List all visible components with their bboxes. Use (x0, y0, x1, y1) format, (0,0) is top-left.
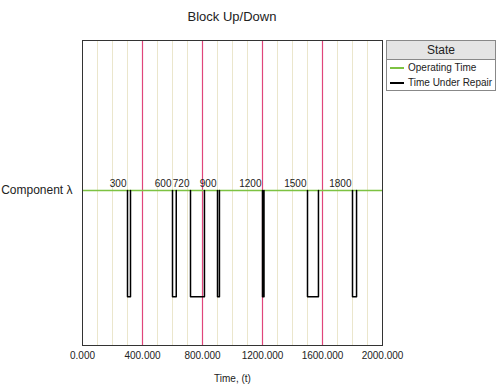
svg-text:400.000: 400.000 (124, 350, 161, 361)
svg-text:Component λ: Component λ (1, 183, 72, 197)
svg-text:0.000: 0.000 (70, 350, 95, 361)
html-text:State: State (427, 43, 455, 57)
svg-text:800.000: 800.000 (184, 350, 221, 361)
svg-text:900: 900 (200, 178, 217, 189)
svg-text:1500: 1500 (284, 178, 307, 189)
svg-text:1600.000: 1600.000 (302, 350, 344, 361)
svg-text:300: 300 (110, 178, 127, 189)
svg-text:1200: 1200 (239, 178, 262, 189)
svg-text:2000.000: 2000.000 (362, 350, 404, 361)
svg-text:1200.000: 1200.000 (242, 350, 284, 361)
html-text:Block Up/Down: Block Up/Down (187, 9, 277, 24)
svg-text:Time, (t): Time, (t) (214, 373, 251, 384)
html-text:Operating Time: Operating Time (408, 62, 477, 73)
svg-text:720: 720 (173, 178, 190, 189)
svg-text:1800: 1800 (329, 178, 352, 189)
svg-text:600: 600 (155, 178, 172, 189)
html-text:Time Under Repair: Time Under Repair (408, 77, 493, 88)
